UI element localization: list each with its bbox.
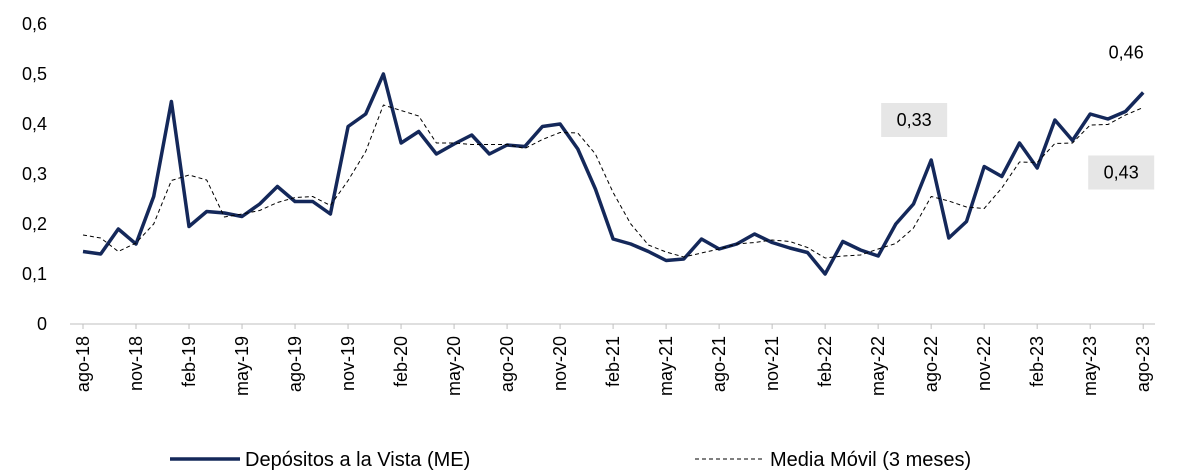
x-tick-label: ago-21 [709,336,729,392]
x-tick-label: feb-20 [391,336,411,387]
x-tick-label: ago-22 [921,336,941,392]
x-tick-label: ago-19 [285,336,305,392]
x-tick-label: feb-19 [179,336,199,387]
x-tick-label: nov-19 [338,336,358,391]
x-tick-label: nov-18 [126,336,146,391]
legend-label: Depósitos a la Vista (ME) [245,449,470,471]
data-line [82,72,1145,276]
y-tick-label: 0,3 [22,164,47,184]
x-tick-label: ago-23 [1133,336,1153,392]
data-label: 0,46 [1109,43,1144,63]
x-tick-label: may-21 [656,336,676,396]
y-tick-label: 0,4 [22,114,47,134]
data-label-box [881,103,948,137]
x-tick-label: may-19 [232,336,252,396]
legend-label: Media Móvil (3 meses) [770,449,971,471]
x-tick-label: feb-22 [815,336,835,387]
x-tick-label: may-20 [444,336,464,396]
y-tick-label: 0,6 [22,14,47,34]
y-tick-label: 0 [37,314,47,334]
data-label: 0,33 [897,110,932,130]
data-label-box [1093,35,1160,70]
data-label: 0,43 [1104,163,1139,183]
x-tick-label: ago-20 [497,336,517,392]
x-tick-label: ago-18 [73,336,93,392]
x-tick-label: feb-21 [603,336,623,387]
x-tick-label: feb-23 [1027,336,1047,387]
x-tick-label: nov-21 [762,336,782,391]
x-tick-label: may-23 [1080,336,1100,396]
y-tick-label: 0,1 [22,264,47,284]
y-tick-label: 0,5 [22,64,47,84]
moving-average-line [82,104,1144,259]
x-tick-label: nov-22 [974,336,994,391]
x-tick-label: nov-20 [550,336,570,391]
y-tick-label: 0,2 [22,214,47,234]
data-label-box [1088,155,1155,190]
x-tick-label: may-22 [868,336,888,396]
